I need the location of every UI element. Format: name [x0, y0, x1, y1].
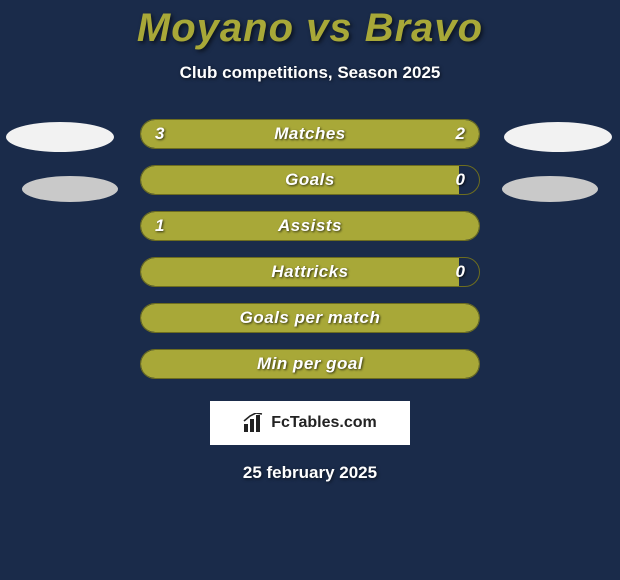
stat-label: Goals [141, 166, 479, 194]
stat-value-left: 3 [155, 120, 164, 148]
stat-row: Goals per match [0, 295, 620, 341]
stat-label: Assists [141, 212, 479, 240]
stat-bar: Matches3 2 [140, 119, 480, 149]
stat-value-right: 2 [456, 120, 465, 148]
decorative-ellipse [504, 122, 612, 152]
date-line: 25 february 2025 [243, 463, 377, 483]
subtitle: Club competitions, Season 2025 [180, 63, 441, 83]
stat-value-right: 0 [456, 258, 465, 286]
stat-row: Hattricks0 [0, 249, 620, 295]
stat-value-right: 0 [456, 166, 465, 194]
stat-value-left: 1 [155, 212, 164, 240]
page-title: Moyano vs Bravo [137, 6, 483, 51]
stat-label: Goals per match [141, 304, 479, 332]
logo-text: FcTables.com [271, 414, 377, 432]
stat-row: Assists1 [0, 203, 620, 249]
chart-icon [243, 413, 265, 433]
stat-label: Hattricks [141, 258, 479, 286]
stat-bar: Goals0 [140, 165, 480, 195]
decorative-ellipse [6, 122, 114, 152]
stat-row: Min per goal [0, 341, 620, 387]
stat-label: Matches [141, 120, 479, 148]
stat-bar: Min per goal [140, 349, 480, 379]
stats-area: Matches32Goals0Assists1Hattricks0Goals p… [0, 111, 620, 387]
stat-label: Min per goal [141, 350, 479, 378]
stat-bar: Assists1 [140, 211, 480, 241]
decorative-ellipse [22, 176, 118, 202]
decorative-ellipse [502, 176, 598, 202]
stat-bar: Goals per match [140, 303, 480, 333]
stat-bar: Hattricks0 [140, 257, 480, 287]
fctables-logo[interactable]: FcTables.com [210, 401, 410, 445]
